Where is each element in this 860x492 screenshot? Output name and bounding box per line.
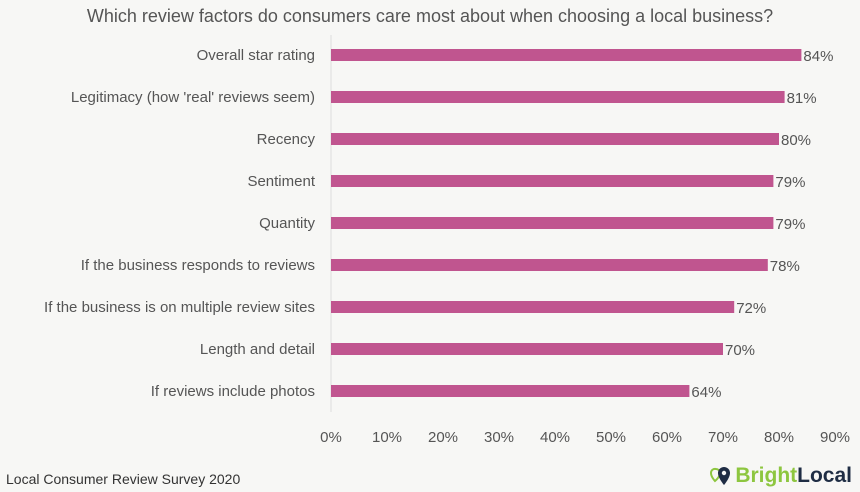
brightlocal-logo: Bright Local: [710, 464, 852, 488]
value-label: 70%: [725, 342, 755, 359]
x-tick-label: 20%: [428, 429, 458, 446]
x-tick-label: 80%: [764, 429, 794, 446]
x-tick-label: 60%: [652, 429, 682, 446]
logo-local: Local: [797, 464, 852, 487]
value-label: 72%: [736, 300, 766, 317]
value-label: 81%: [787, 90, 817, 107]
bar: [331, 385, 690, 397]
x-tick-label: 70%: [708, 429, 738, 446]
value-label: 78%: [770, 258, 800, 275]
chart-title: Which review factors do consumers care m…: [86, 6, 774, 26]
bar: [331, 301, 735, 313]
category-label: If reviews include photos: [151, 383, 315, 400]
value-label: 80%: [781, 132, 811, 149]
bar: [331, 259, 768, 271]
bar: [331, 133, 779, 145]
category-label: Sentiment: [247, 173, 315, 190]
bar: [331, 175, 774, 187]
value-label: 79%: [775, 216, 805, 233]
value-label: 84%: [803, 48, 833, 65]
category-label: Recency: [257, 131, 316, 148]
category-label: Quantity: [259, 215, 315, 232]
category-label: Length and detail: [200, 341, 315, 358]
category-label: Legitimacy (how 'real' reviews seem): [71, 89, 315, 106]
bar: [331, 49, 802, 61]
bar: [331, 343, 723, 355]
x-tick-label: 30%: [484, 429, 514, 446]
logo-bright: Bright: [735, 464, 798, 487]
x-tick-label: 40%: [540, 429, 570, 446]
bar: [331, 217, 774, 229]
bar: [331, 91, 785, 103]
x-tick-label: 10%: [372, 429, 402, 446]
category-label: If the business responds to reviews: [81, 257, 315, 274]
x-tick-label: 50%: [596, 429, 626, 446]
x-tick-label: 0%: [320, 429, 342, 446]
map-pin-heart-icon: [710, 467, 731, 485]
value-label: 64%: [691, 384, 721, 401]
category-label: If the business is on multiple review si…: [44, 299, 315, 316]
category-label: Overall star rating: [197, 47, 315, 64]
x-tick-label: 90%: [820, 429, 850, 446]
value-label: 79%: [775, 174, 805, 191]
source-label: Local Consumer Review Survey 2020: [6, 471, 241, 487]
